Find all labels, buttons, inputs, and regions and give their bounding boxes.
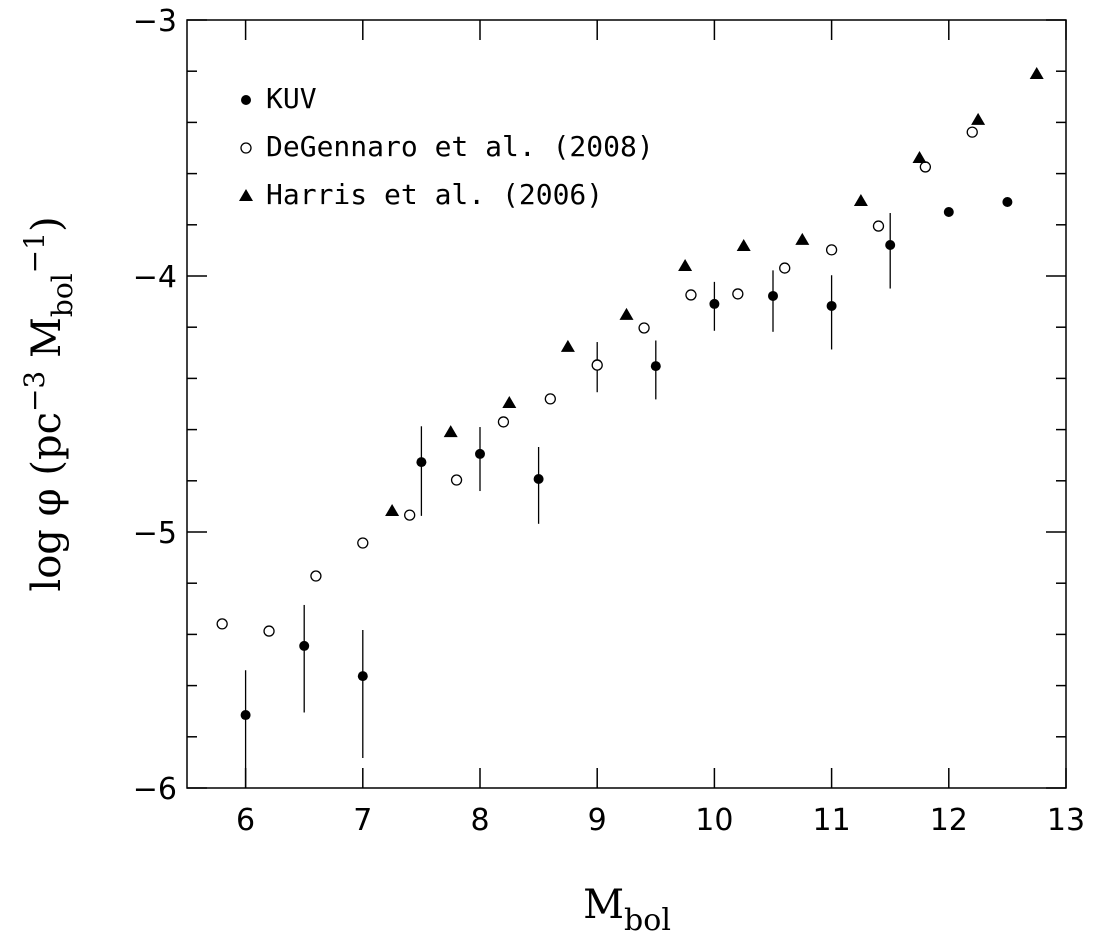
filled-circle-marker <box>416 457 427 468</box>
plot-frame <box>186 19 1067 789</box>
filled-circle-marker <box>943 207 954 217</box>
y-label-sub: bol <box>46 273 79 317</box>
filled-circle-marker <box>240 710 251 721</box>
x-axis-label: Mbol <box>583 882 671 938</box>
triangle-marker <box>560 339 575 352</box>
y-label-main: log φ (pc <box>24 412 70 592</box>
open-circle-marker <box>591 359 603 371</box>
y-label-sup: −1 <box>18 232 51 273</box>
triangle-marker <box>678 259 693 272</box>
y-axis-label: log φ (pc−3 Mbol−1) <box>18 216 79 591</box>
filled-circle-marker <box>650 361 661 372</box>
plot-area <box>216 67 1044 788</box>
y-tick-label: −6 <box>133 772 177 807</box>
open-circle-marker <box>966 126 978 138</box>
filled-circle-marker <box>357 671 368 682</box>
triangle-marker <box>795 232 810 245</box>
open-circle-marker <box>685 289 697 301</box>
y-tick-label: −3 <box>133 4 177 39</box>
triangle-marker <box>736 239 751 252</box>
x-tick-label: 9 <box>588 803 607 838</box>
triangle-marker <box>1029 67 1044 80</box>
triangle-marker <box>912 150 927 163</box>
triangle-marker <box>971 112 986 125</box>
open-circle-marker <box>240 142 252 154</box>
y-label-end: ) <box>24 216 70 232</box>
filled-circle-marker <box>768 290 778 301</box>
y-label-mid: M <box>24 317 70 371</box>
open-circle-marker <box>825 244 838 256</box>
y-tick-label: −5 <box>133 516 177 551</box>
open-circle-marker <box>638 322 650 334</box>
open-circle-marker <box>263 625 275 637</box>
x-label-main: M <box>583 882 624 928</box>
filled-circle-marker <box>1002 197 1013 208</box>
legend-label: Harris et al. (2006) <box>266 178 603 211</box>
triangle-marker <box>239 189 253 201</box>
triangle-marker <box>619 307 634 320</box>
x-tick-label: 13 <box>1047 803 1085 838</box>
y-tick-label: −4 <box>133 260 177 295</box>
x-label-sub: bol <box>624 903 671 938</box>
open-circle-marker <box>732 288 744 300</box>
filled-circle-marker <box>885 240 896 251</box>
triangle-marker <box>443 425 458 438</box>
open-circle-marker <box>450 474 463 486</box>
y-label-sup: −3 <box>18 371 51 412</box>
open-circle-marker <box>872 220 885 232</box>
x-tick-label: 8 <box>470 803 489 838</box>
filled-circle-marker <box>709 298 720 309</box>
x-tick-label: 10 <box>695 803 733 838</box>
open-circle-marker <box>779 262 791 274</box>
open-circle-marker <box>404 509 416 521</box>
filled-circle-marker <box>299 640 310 651</box>
open-circle-marker <box>544 393 556 405</box>
legend-label: KUV <box>266 82 317 115</box>
filled-circle-marker <box>475 448 485 459</box>
triangle-marker <box>385 504 400 517</box>
filled-circle-marker <box>241 95 251 105</box>
open-circle-marker <box>919 161 932 173</box>
triangle-marker <box>502 395 517 408</box>
open-circle-marker <box>497 416 510 428</box>
open-circle-marker <box>310 570 322 582</box>
x-tick-label: 11 <box>813 803 851 838</box>
open-circle-marker <box>216 618 228 630</box>
filled-circle-marker <box>826 300 837 311</box>
x-tick-label: 6 <box>236 803 255 838</box>
x-tick-label: 12 <box>930 803 968 838</box>
open-circle-marker <box>357 537 369 549</box>
legend-label: DeGennaro et al. (2008) <box>266 130 654 163</box>
filled-circle-marker <box>533 474 544 485</box>
x-tick-label: 7 <box>353 803 372 838</box>
triangle-marker <box>853 193 868 206</box>
